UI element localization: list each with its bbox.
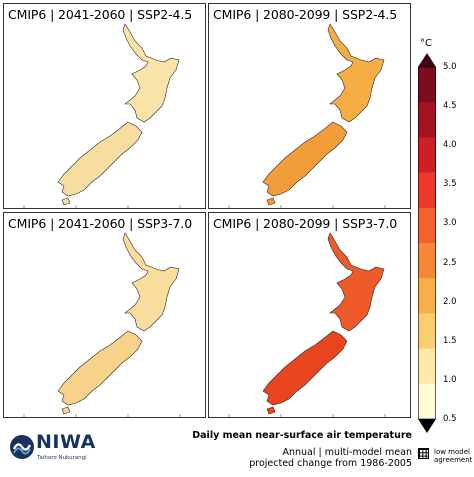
legend-line-1: low model <box>434 448 470 456</box>
colorbar <box>418 53 436 433</box>
colorbar-segment <box>418 172 436 209</box>
nz-map <box>228 23 386 208</box>
nz-map <box>23 23 181 208</box>
map-panel-2: CMIP6 | 2080-2099 | SSP2-4.5 <box>208 3 411 209</box>
hatch-legend-label: low model agreement <box>434 448 472 464</box>
colorbar-segment <box>418 278 436 314</box>
panel-title: CMIP6 | 2080-2099 | SSP2-4.5 <box>213 7 398 22</box>
colorbar-segment <box>418 67 436 103</box>
nz-map <box>23 232 181 417</box>
caption-line-1: Annual | multi-model mean <box>282 447 412 458</box>
map-panel-3: CMIP6 | 2041-2060 | SSP3-7.0 <box>3 212 206 418</box>
north-island <box>122 232 180 332</box>
caption-title: Daily mean near-surface air temperature <box>192 430 412 441</box>
south-island <box>262 330 348 406</box>
colorbar-tick-label: 4.5 <box>443 101 457 112</box>
map-panel-1: CMIP6 | 2041-2060 | SSP2-4.5 <box>3 3 206 209</box>
colorbar-segment <box>418 243 436 279</box>
colorbar-tick-label: 1.5 <box>443 335 457 346</box>
stewart-island <box>61 197 71 206</box>
map-panel-4: CMIP6 | 2080-2099 | SSP3-7.0 <box>208 212 411 418</box>
panel-title: CMIP6 | 2041-2060 | SSP3-7.0 <box>8 216 193 231</box>
colorbar-tick-label: 4.0 <box>443 140 457 151</box>
colorbar-extend-min <box>418 419 436 433</box>
colorbar-tick-label: 3.0 <box>443 218 457 229</box>
colorbar-frame <box>418 66 436 420</box>
stewart-island <box>266 406 276 415</box>
colorbar-extend-max <box>418 53 436 67</box>
caption-line-2: projected change from 1986-2005 <box>249 458 412 469</box>
logo-wordmark: NIWA <box>36 431 96 453</box>
caption-subtitle: Annual | multi-model mean projected chan… <box>249 447 412 469</box>
colorbar-unit: °C <box>420 38 432 49</box>
north-island <box>122 23 180 123</box>
north-island <box>327 232 385 332</box>
south-island <box>57 121 143 197</box>
stewart-island <box>266 197 276 206</box>
panel-title: CMIP6 | 2041-2060 | SSP2-4.5 <box>8 7 193 22</box>
panel-title: CMIP6 | 2080-2099 | SSP3-7.0 <box>213 216 398 231</box>
colorbar-tick-label: 2.0 <box>443 296 457 307</box>
south-island <box>57 330 143 406</box>
colorbar-segment <box>418 348 436 385</box>
colorbar-tick-label: 2.5 <box>443 257 457 268</box>
colorbar-segment <box>418 313 436 349</box>
colorbar-tick-label: 3.5 <box>443 179 457 190</box>
hatch-legend-icon <box>418 448 429 459</box>
colorbar-tick-label: 5.0 <box>443 62 457 72</box>
colorbar-segment <box>418 207 436 244</box>
colorbar-tick-label: 0.5 <box>443 414 457 424</box>
south-island <box>262 121 348 197</box>
niwa-logo-icon <box>10 435 34 459</box>
north-island <box>327 23 385 123</box>
colorbar-segment <box>418 102 436 138</box>
legend-line-2: agreement <box>434 456 473 464</box>
stewart-island <box>61 406 71 415</box>
logo-subtitle: Taihoro Nukurangi <box>37 455 87 461</box>
colorbar-segment <box>418 383 436 420</box>
colorbar-segment <box>418 137 436 173</box>
nz-map <box>228 232 386 417</box>
colorbar-tick-label: 1.0 <box>443 374 457 385</box>
